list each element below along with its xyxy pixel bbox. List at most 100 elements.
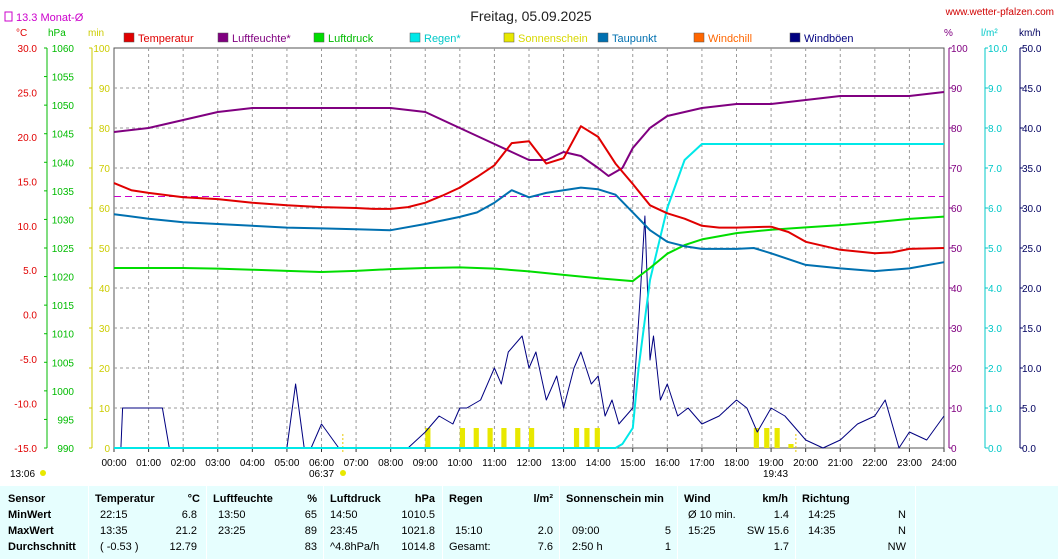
header-wind: Wind [684, 493, 711, 505]
direction-value: N [898, 509, 906, 521]
rain-tick-label: 4.0 [988, 284, 1002, 295]
sunshine-bar [584, 428, 590, 448]
column-separator [795, 486, 796, 559]
temperature-value: 6.8 [181, 509, 197, 521]
wind-tick-label: 40.0 [1022, 124, 1042, 135]
pressure-tick-label: 1030 [52, 215, 75, 226]
column-separator [915, 486, 916, 559]
wind-tick-label: 25.0 [1022, 244, 1042, 255]
temperature-time: 22:15 [100, 509, 128, 521]
legend-swatch [789, 32, 801, 43]
pressure-value: 1021.8 [401, 525, 435, 537]
monthly-avg-label: 13.3 Monat-Ø [16, 12, 84, 24]
unit-min: min [88, 28, 104, 39]
temperature-tick-label: 10.0 [18, 222, 38, 233]
legend-swatch [217, 32, 229, 43]
header-rain: Regen [449, 493, 483, 505]
row-label: MinWert [8, 509, 52, 521]
sunshine-value: 5 [664, 525, 671, 537]
sunshine-tick-label: 80 [99, 124, 111, 135]
x-tick-label: 06:00 [309, 458, 334, 469]
monthly-avg-icon [4, 11, 13, 22]
sunshine-tick-label: 30 [99, 324, 111, 335]
sunshine-time: 09:00 [572, 525, 600, 537]
direction-value: N [898, 525, 906, 537]
temperature-tick-label: -15.0 [14, 444, 37, 455]
unit-percent: % [944, 28, 953, 39]
x-tick-label: 11:00 [482, 458, 507, 469]
wind-tick-label: 15.0 [1022, 324, 1042, 335]
header-temperature: Temperatur [95, 493, 155, 505]
pressure-tick-label: 1040 [52, 158, 75, 169]
grid [113, 47, 945, 454]
humidity-tick-label: 70 [951, 164, 963, 175]
sunshine-bar [459, 428, 466, 448]
chart-title: Freitag, 05.09.2025 [470, 8, 592, 24]
header-pressure-unit: hPa [414, 493, 435, 505]
direction-time: 14:25 [808, 509, 836, 521]
row-label: Durchschnitt [8, 541, 76, 553]
pressure-tick-label: 1010 [52, 330, 75, 341]
humidity-tick-label: 30 [951, 324, 963, 335]
wind-tick-label: 50.0 [1022, 44, 1042, 55]
rain-time: Gesamt: [449, 541, 491, 553]
legend-swatch [123, 32, 135, 43]
legend-label: Regen* [424, 33, 461, 45]
x-tick-label: 15:00 [620, 458, 645, 469]
x-tick-label: 23:00 [897, 458, 922, 469]
pressure-value: 1014.8 [401, 541, 435, 553]
wind-tick-label: 5.0 [1022, 404, 1036, 415]
pressure-tick-label: 995 [57, 415, 74, 426]
temperature-tick-label: -5.0 [20, 355, 38, 366]
x-tick-label: 14:00 [586, 458, 611, 469]
humidity-time: 23:25 [218, 525, 246, 537]
wind-time: 15:25 [688, 525, 716, 537]
legend-label: Temperatur [138, 33, 194, 45]
humidity-tick-label: 40 [951, 284, 963, 295]
rain-tick-label: 6.0 [988, 204, 1002, 215]
pressure-tick-label: 1015 [52, 301, 75, 312]
humidity-tick-label: 80 [951, 124, 963, 135]
unit-kmh: km/h [1019, 28, 1041, 39]
humidity-time: 13:50 [218, 509, 246, 521]
sunshine-bar [529, 428, 535, 448]
legend-swatch [597, 32, 609, 43]
rain-tick-label: 8.0 [988, 124, 1002, 135]
direction-value: NW [887, 541, 906, 553]
humidity-tick-label: 100 [951, 44, 968, 55]
rain-tick-label: 3.0 [988, 324, 1002, 335]
axes: 00:00 01:00 02:00 03:00 04:00 05:00 06:00 07:00… [14, 44, 1042, 469]
x-tick-label: 04:00 [240, 458, 265, 469]
wind-value: 1.7 [773, 541, 789, 553]
header-direction: Richtung [802, 493, 850, 505]
wind-tick-label: 0.0 [1022, 444, 1036, 455]
pressure-time: 23:45 [330, 525, 358, 537]
x-tick-label: 24:00 [931, 458, 956, 469]
legend-label: Sonnenschein [518, 33, 588, 45]
sunshine-tick-label: 90 [99, 84, 111, 95]
header-sunshine: Sonnenschein min [566, 493, 664, 505]
x-tick-label: 22:00 [862, 458, 887, 469]
sunshine-tick-label: 60 [99, 204, 111, 215]
site-url[interactable]: www.wetter-pfalzen.com [945, 7, 1054, 18]
legend-swatch [313, 32, 325, 43]
temperature-tick-label: 5.0 [23, 266, 37, 277]
humidity-tick-label: 10 [951, 404, 963, 415]
humidity-value: 65 [304, 509, 317, 521]
pressure-tick-label: 1005 [52, 358, 75, 369]
wind-tick-label: 45.0 [1022, 84, 1042, 95]
sunshine-tick-label: 70 [99, 164, 111, 175]
humidity-value: 83 [304, 541, 317, 553]
humidity-tick-label: 60 [951, 204, 963, 215]
column-separator [442, 486, 443, 559]
pressure-tick-label: 1000 [52, 387, 75, 398]
column-separator [206, 486, 207, 559]
sunshine-bar [594, 428, 600, 448]
row-label: MaxWert [8, 525, 54, 537]
rain-tick-label: 10.0 [988, 44, 1008, 55]
pressure-tick-label: 1060 [52, 44, 75, 55]
rain-tick-label: 5.0 [988, 244, 1002, 255]
x-tick-label: 18:00 [724, 458, 749, 469]
wind-time: Ø 10 min. [688, 509, 736, 521]
x-tick-label: 19:00 [759, 458, 784, 469]
